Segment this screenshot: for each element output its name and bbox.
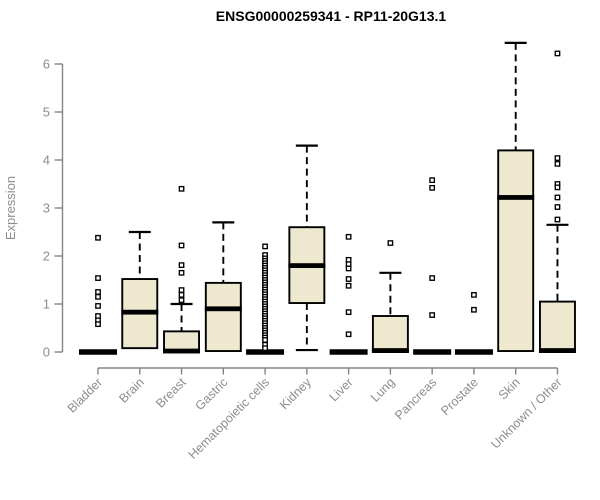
x-category-label: Kidney (277, 375, 314, 412)
outlier-point (345, 309, 352, 316)
y-tick-label: 3 (43, 201, 50, 216)
outlier-point (178, 262, 185, 268)
outlier-point (471, 292, 477, 298)
outlier-point (95, 293, 101, 300)
box-hematopoietic-cells (246, 349, 285, 355)
x-category-label: Bladder (65, 375, 105, 415)
median-breast (163, 348, 201, 354)
outlier-point (262, 337, 268, 343)
box-skin (497, 149, 535, 352)
y-tick-label: 2 (43, 249, 50, 264)
y-axis: 0 1 2 3 4 5 6 (43, 57, 64, 360)
median-kidney (288, 263, 326, 268)
x-category-label: Pancreas (392, 375, 439, 422)
box-bladder (79, 349, 117, 355)
x-category-label: Gastric (193, 375, 231, 413)
outlier-point (178, 287, 185, 293)
y-tick-label: 6 (43, 57, 50, 72)
outlier-point (554, 194, 561, 201)
outlier-point (95, 289, 101, 295)
y-tick-label: 0 (43, 345, 50, 360)
x-category-label: Brain (116, 375, 147, 406)
x-category-label: Hematopoietic cells (186, 375, 273, 462)
outlier-point (345, 331, 352, 338)
outlier-point (554, 155, 561, 161)
box-liver (329, 349, 368, 355)
box-series (79, 41, 576, 355)
chart-title: ENSG00000259341 - RP11-20G13.1 (216, 8, 447, 24)
box-prostate (454, 349, 493, 355)
median-lung (371, 348, 409, 353)
box-lung (371, 315, 409, 353)
outlier-point (345, 233, 352, 240)
outlier-point (95, 303, 101, 309)
box-gastric (204, 281, 242, 352)
median-skin (497, 195, 535, 200)
outlier-point (429, 177, 436, 184)
x-category-label: Lung (368, 375, 398, 405)
y-tick-label: 1 (43, 297, 50, 312)
median-unknown-other (538, 348, 576, 353)
outlier-point (262, 243, 268, 250)
outlier-point (262, 345, 268, 352)
box-pancreas (413, 349, 452, 355)
outlier-point (429, 184, 436, 191)
outlier-point (178, 269, 185, 276)
x-category-label: Prostate (438, 375, 481, 418)
outlier-point (95, 275, 101, 281)
y-tick-label: 4 (43, 153, 50, 168)
outlier-point (95, 321, 101, 328)
outlier-point (554, 160, 561, 167)
outlier-point (554, 204, 561, 210)
outlier-point (178, 292, 185, 298)
outlier-point (554, 216, 561, 223)
outlier-point (178, 297, 185, 304)
x-category-label: Skin (496, 375, 523, 402)
x-category-label: Unknown / Other (488, 375, 564, 451)
outlier-point (178, 185, 185, 192)
x-category-label: Breast (153, 375, 189, 411)
outlier-point (345, 276, 352, 282)
median-brain (121, 309, 159, 315)
outlier-point (345, 265, 352, 272)
median-gastric (204, 306, 242, 312)
outlier-point (471, 306, 477, 313)
outlier-point (554, 50, 561, 57)
x-category-label: Liver (327, 375, 356, 404)
outlier-point (387, 240, 394, 246)
y-axis-label: Expression (3, 176, 18, 240)
outlier-point (345, 282, 352, 289)
box-unknown-other (539, 300, 576, 353)
outlier-point (554, 184, 561, 191)
y-tick-label: 5 (43, 105, 50, 120)
outlier-point (178, 242, 185, 249)
outlier-point (95, 234, 101, 241)
outlier-point (429, 312, 436, 318)
outlier-series (95, 50, 561, 352)
outlier-point (429, 275, 436, 281)
